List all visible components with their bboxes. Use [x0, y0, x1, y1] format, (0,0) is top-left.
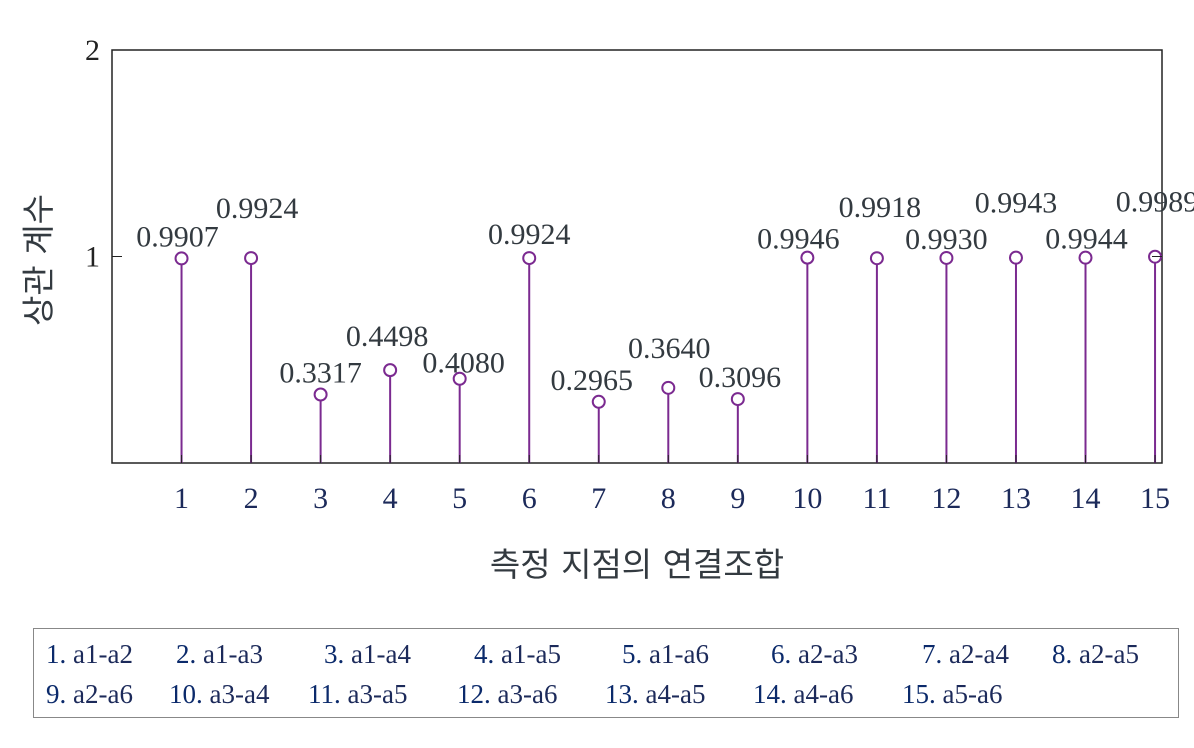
y-axis-title: 상관 계수 — [19, 194, 58, 326]
x-tick-label: 15 — [1140, 482, 1170, 515]
legend-number: 8. — [1052, 639, 1073, 669]
stem-marker — [869, 251, 884, 266]
legend-number: 4. — [474, 639, 495, 669]
legend-item: 3. a1-a4 — [324, 639, 411, 670]
legend-item: 1. a1-a2 — [46, 639, 133, 670]
legend-number: 11. — [308, 679, 341, 709]
stem-marker — [383, 363, 398, 378]
legend-number: 13. — [605, 679, 639, 709]
x-tick-label: 1 — [174, 482, 189, 515]
legend-text: a3-a5 — [340, 679, 408, 709]
stem-marker — [800, 250, 815, 265]
x-tick-label: 7 — [591, 482, 606, 515]
x-tick-label: 12 — [931, 482, 961, 515]
legend-number: 15. — [902, 679, 936, 709]
legend-text: a1-a6 — [642, 639, 709, 669]
stem-marker — [174, 251, 189, 266]
x-tick-label: 11 — [862, 482, 891, 515]
legend: 1. a1-a2 2. a1-a3 3. a1-a4 4. a1-a5 5. a1-a6… — [33, 628, 1179, 718]
data-label: 0.9924 — [488, 218, 571, 251]
x-tick-label: 3 — [313, 482, 328, 515]
data-label: 0.9943 — [975, 187, 1058, 220]
stem-marker — [1078, 250, 1093, 265]
x-tick-label: 5 — [452, 482, 467, 515]
x-tick-label: 8 — [661, 482, 676, 515]
legend-item: 11. a3-a5 — [308, 679, 407, 710]
x-ticks: 1 2 3 4 5 6 7 8 9 10 11 12 13 14 15 — [174, 455, 1170, 515]
data-label: 0.3640 — [628, 332, 711, 365]
data-label: 0.3317 — [279, 357, 362, 390]
x-tick-label: 14 — [1071, 482, 1101, 515]
legend-text: a3-a6 — [490, 679, 558, 709]
legend-item: 12. a3-a6 — [457, 679, 557, 710]
legend-item: 8. a2-a5 — [1052, 639, 1139, 670]
data-label: 0.9946 — [757, 223, 840, 256]
stem-marker — [1008, 250, 1023, 265]
data-label: 0.3096 — [699, 361, 782, 394]
stem-marker — [591, 394, 606, 409]
legend-text: a1-a3 — [196, 639, 263, 669]
legend-number: 10. — [169, 679, 203, 709]
legend-number: 5. — [622, 639, 643, 669]
stem-marker — [661, 380, 676, 395]
y-tick-label: 2 — [85, 34, 100, 67]
legend-number: 6. — [771, 639, 792, 669]
legend-text: a3-a4 — [202, 679, 270, 709]
legend-item: 15. a5-a6 — [902, 679, 1002, 710]
x-tick-label: 6 — [522, 482, 537, 515]
stem-marker — [313, 387, 328, 402]
stem-marker — [730, 392, 745, 407]
legend-text: a4-a6 — [786, 679, 854, 709]
stem-marker — [452, 371, 467, 386]
data-label: 0.9989 — [1116, 186, 1194, 219]
legend-item: 2. a1-a3 — [176, 639, 263, 670]
stem-marker — [244, 251, 259, 266]
x-tick-label: 13 — [1001, 482, 1031, 515]
legend-item: 9. a2-a6 — [46, 679, 133, 710]
data-label: 0.9918 — [839, 191, 922, 224]
legend-text: a1-a5 — [494, 639, 561, 669]
legend-text: a2-a4 — [942, 639, 1009, 669]
legend-text: a1-a2 — [66, 639, 133, 669]
x-tick-label: 9 — [730, 482, 745, 515]
legend-item: 14. a4-a6 — [753, 679, 853, 710]
legend-item: 13. a4-a5 — [605, 679, 705, 710]
x-tick-label: 10 — [792, 482, 822, 515]
legend-text: a1-a4 — [344, 639, 411, 669]
x-axis-title: 측정 지점의 연결조합 — [490, 545, 784, 584]
stem-marker — [939, 250, 954, 265]
data-label: 0.9930 — [905, 223, 988, 256]
legend-item: 6. a2-a3 — [771, 639, 858, 670]
data-label: 0.9907 — [136, 220, 219, 253]
legend-item: 5. a1-a6 — [622, 639, 709, 670]
legend-number: 7. — [922, 639, 943, 669]
legend-number: 9. — [46, 679, 67, 709]
legend-number: 12. — [457, 679, 491, 709]
data-label: 0.9944 — [1045, 223, 1128, 256]
stem-chart: 0.99070.99240.33170.44980.40800.99240.29… — [19, 34, 1194, 584]
x-tick-label: 2 — [244, 482, 259, 515]
legend-text: a2-a3 — [791, 639, 858, 669]
plot-frame — [111, 49, 1163, 464]
data-label: 0.4498 — [346, 320, 429, 353]
legend-number: 2. — [176, 639, 197, 669]
legend-text: a2-a6 — [66, 679, 133, 709]
data-label: 0.2965 — [551, 364, 634, 397]
stem-marker — [522, 251, 537, 266]
y-tick-label: 1 — [85, 241, 100, 274]
legend-text: a4-a5 — [638, 679, 706, 709]
data-label: 0.9924 — [216, 192, 299, 225]
legend-item: 4. a1-a5 — [474, 639, 561, 670]
legend-number: 3. — [324, 639, 345, 669]
data-label: 0.4080 — [422, 347, 505, 380]
x-tick-label: 4 — [383, 482, 398, 515]
legend-number: 1. — [46, 639, 67, 669]
legend-item: 7. a2-a4 — [922, 639, 1009, 670]
legend-text: a2-a5 — [1072, 639, 1139, 669]
y-ticks: 12 — [85, 34, 1162, 274]
legend-text: a5-a6 — [935, 679, 1003, 709]
legend-item: 10. a3-a4 — [169, 679, 269, 710]
stems-group: 0.99070.99240.33170.44980.40800.99240.29… — [136, 186, 1194, 463]
legend-number: 14. — [753, 679, 787, 709]
